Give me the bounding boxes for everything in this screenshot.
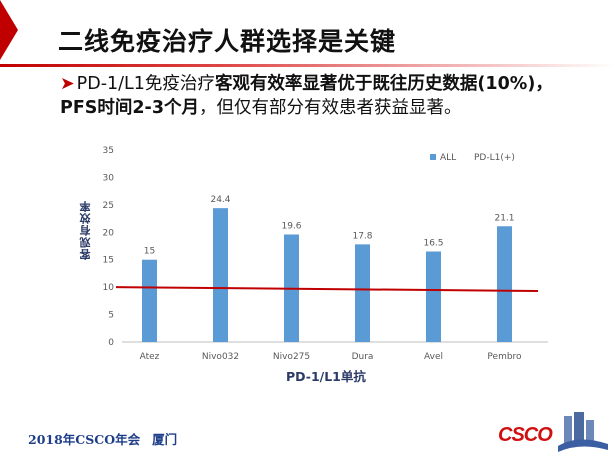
bar xyxy=(497,226,512,342)
bullet-arrow-icon: ➤ xyxy=(60,74,75,94)
bullet-text: ➤ PD-1/L1免疫治疗客观有效率显著优于既往历史数据(10%)，PFS时间2-… xyxy=(60,72,580,120)
slide-title: 二线免疫治疗人群选择是关键 xyxy=(58,27,397,56)
y-tick-label: 25 xyxy=(103,201,114,211)
title-underline xyxy=(0,64,616,67)
bar-data-label: 17.8 xyxy=(352,231,372,241)
bar-data-label: 24.4 xyxy=(210,195,230,205)
footer: 2018年CSCO年会 厦门 xyxy=(28,429,189,448)
bullet-part1: PD-1/L1免疫治疗 xyxy=(76,74,215,94)
bar-data-label: 16.5 xyxy=(423,238,443,248)
x-tick-label: Nivo275 xyxy=(273,352,310,362)
legend-label-all: ALL xyxy=(440,153,456,163)
bar-chart: 0 5 10 15 20 25 30 35 15 Atez 24.4 Nivo032 19.6 Nivo2… xyxy=(103,146,548,362)
bar-data-label: 21.1 xyxy=(494,213,514,223)
x-tick-label: Avel xyxy=(424,352,443,362)
x-tick-label: Atez xyxy=(140,352,160,362)
bar-data-label: 19.6 xyxy=(281,221,301,231)
bullet-part2: 客观有效率显著优于既往历史数据(10%)，PFS时间2-3个月 xyxy=(60,74,553,118)
y-tick-label: 30 xyxy=(103,173,115,183)
y-tick-label: 10 xyxy=(103,283,115,293)
x-axis-title: PD-1/L1单抗 xyxy=(286,369,366,384)
csco-logo: CSCO xyxy=(498,410,610,456)
y-tick-label: 35 xyxy=(103,146,114,156)
x-tick-label: Pembro xyxy=(487,352,522,362)
x-tick-label: Nivo032 xyxy=(202,352,239,362)
corner-triangle-icon xyxy=(0,0,18,60)
csco-logo-mark xyxy=(558,412,608,452)
y-tick-label: 20 xyxy=(103,228,115,238)
x-tick-label: Dura xyxy=(352,352,374,362)
legend-swatch-all xyxy=(430,154,436,160)
bar-data-label: 15 xyxy=(144,247,155,257)
footer-event: 2018年CSCO年会 xyxy=(28,432,141,447)
y-tick-label: 15 xyxy=(103,256,114,266)
logo-text: CSCO xyxy=(498,424,553,446)
y-tick-label: 0 xyxy=(108,338,114,348)
legend-label-pdl1: PD-L1(+) xyxy=(474,153,515,163)
bar xyxy=(355,244,370,342)
footer-city: 厦门 xyxy=(152,432,178,447)
bar xyxy=(142,259,157,342)
bar xyxy=(213,208,228,342)
y-tick-label: 5 xyxy=(108,311,114,321)
bullet-part3: ，但仅有部分有效患者获益显著。 xyxy=(199,98,462,118)
reference-line xyxy=(115,286,539,292)
bar xyxy=(426,251,441,342)
